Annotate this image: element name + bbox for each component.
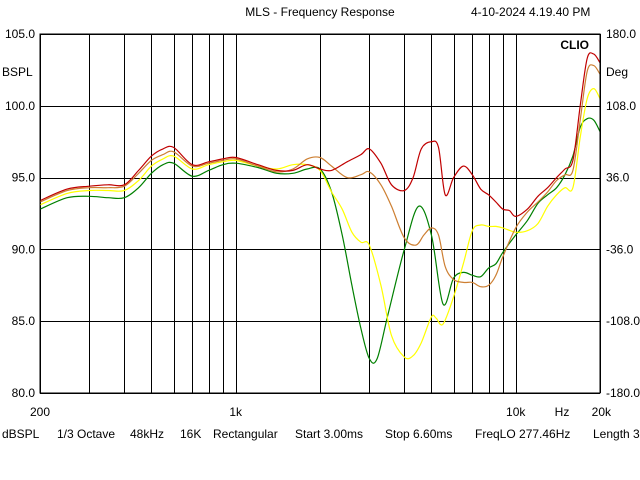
series-line-2 (39, 88, 601, 360)
frequency-response-chart: MLS - Frequency Response 4-10-2024 4.19.… (2, 5, 640, 419)
status-unit: dBSPL (2, 427, 40, 441)
x-tick-label: 200 (30, 405, 50, 419)
status-smoothing: 1/3 Octave (57, 427, 116, 441)
status-length: Length 3 (593, 427, 640, 441)
chart-title: MLS - Frequency Response (245, 5, 395, 19)
series-line-4 (39, 52, 601, 217)
status-fft-size: 16K (180, 427, 202, 441)
x-tick-label: 20k (592, 405, 612, 419)
status-freq-lo: FreqLO 277.46Hz (475, 427, 571, 441)
status-stop: Stop 6.60ms (385, 427, 453, 441)
y2-axis-label: Deg (606, 65, 628, 79)
x-unit-label: Hz (555, 405, 570, 419)
status-window: Rectangular (213, 427, 278, 441)
y-tick-label: 85.0 (12, 314, 36, 328)
series-line-1 (39, 117, 601, 364)
y-tick-label: 90.0 (12, 242, 36, 256)
x-tick-label: 10k (506, 405, 526, 419)
series-line-3 (39, 64, 601, 288)
y-axis-label: BSPL (2, 65, 33, 79)
grid-lines (40, 34, 601, 394)
y2-tick-label: 36.0 (606, 171, 630, 185)
y-tick-label: 100.0 (5, 99, 35, 113)
series-layer (39, 52, 601, 364)
y-tick-label: 95.0 (12, 171, 36, 185)
status-bar: dBSPL 1/3 Octave 48kHz 16K Rectangular S… (0, 425, 640, 445)
y2-tick-label: 108.0 (606, 99, 636, 113)
y2-tick-label: -180.0 (606, 386, 640, 400)
y2-tick-label: -108.0 (606, 314, 640, 328)
axis-labels: 80.0 85.0 90.0 95.0 100.0 105.0 -180.0 -108.0 -3… (2, 27, 640, 419)
y2-tick-label: -36.0 (606, 242, 634, 256)
y2-tick-label: 180.0 (606, 27, 636, 41)
plot-frame (39, 33, 601, 394)
status-start: Start 3.00ms (295, 427, 364, 441)
y-tick-label: 80.0 (12, 386, 36, 400)
brand-label: CLIO (560, 38, 589, 52)
timestamp: 4-10-2024 4.19.40 PM (471, 5, 590, 19)
status-sample-rate: 48kHz (130, 427, 165, 441)
x-tick-label: 1k (229, 405, 243, 419)
y-tick-label: 105.0 (5, 27, 35, 41)
